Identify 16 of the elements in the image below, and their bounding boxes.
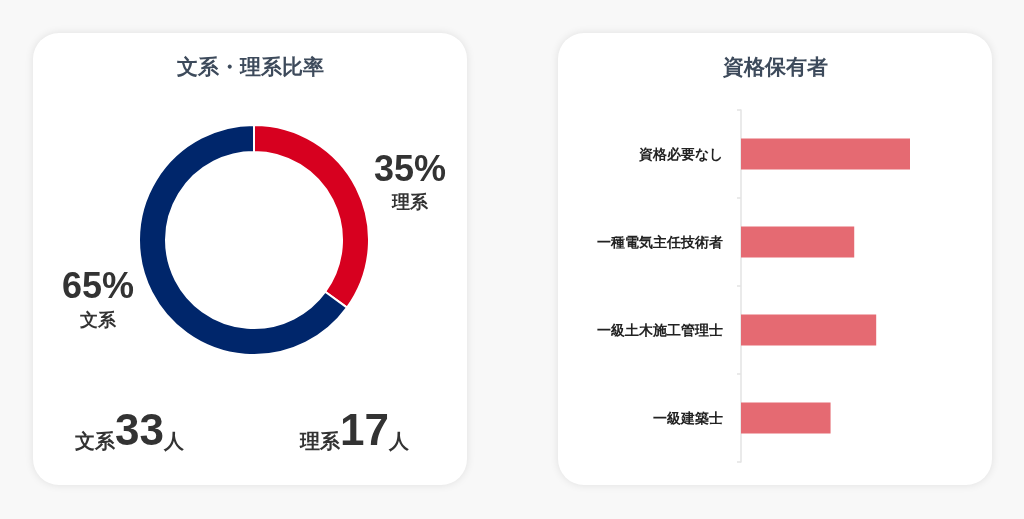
bar (741, 226, 855, 258)
y-tick-label: 一級土木施工管理士 (597, 322, 723, 338)
data-label: 35% (373, 147, 446, 189)
slice-label: 理系 (390, 192, 429, 213)
bar (741, 314, 877, 346)
data-label: 65% (62, 265, 135, 307)
y-tick-label: 一種電気主任技術者 (597, 234, 723, 250)
y-tick-label: 資格必要なし (638, 146, 723, 162)
bar (741, 402, 831, 434)
bar (741, 138, 910, 170)
chart-title: 文系・理系比率 (175, 55, 324, 78)
slice-label: 文系 (79, 309, 118, 330)
chart-title: 資格保有者 (721, 55, 828, 79)
text: 文系33人 (74, 404, 185, 454)
text: 理系17人 (299, 404, 410, 454)
y-tick-label: 一級建築士 (653, 410, 723, 426)
